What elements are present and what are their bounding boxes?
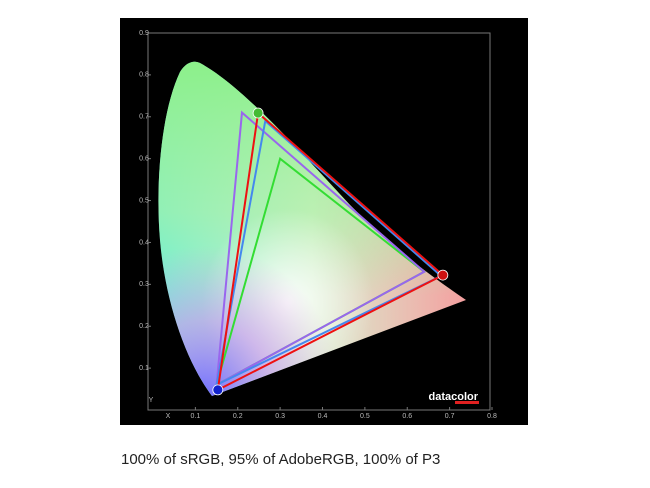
primary-marker <box>437 269 449 281</box>
spectral-locus <box>158 61 466 397</box>
x-tick-label: 0.3 <box>275 413 285 420</box>
y-tick-label: 0.9 <box>139 30 149 37</box>
x-axis-label: X <box>166 413 171 420</box>
primary-marker <box>252 107 264 119</box>
y-tick-label: 0.7 <box>139 114 149 121</box>
gamut-triangle <box>215 110 426 387</box>
y-tick-label: 0.5 <box>139 197 149 204</box>
primary-marker <box>212 384 224 396</box>
x-tick-label: 0.2 <box>233 413 243 420</box>
x-tick-label: 0.6 <box>402 413 412 420</box>
logo: datacolor <box>428 391 478 403</box>
x-tick-label: 0.8 <box>487 413 497 420</box>
y-tick-label: 0.1 <box>139 365 149 372</box>
x-tick-label: 0.5 <box>360 413 370 420</box>
caption: 100% of sRGB, 95% of AdobeRGB, 100% of P… <box>121 451 441 468</box>
x-tick-label: 0.7 <box>445 413 455 420</box>
y-tick-label: 0.2 <box>139 323 149 330</box>
logo-bar <box>455 401 479 404</box>
chart: X Y datacolor 0.1 0.2 0.3 0.4 0.5 0.6 0.7 0.8 0.… <box>120 18 528 425</box>
y-tick-label: 0.3 <box>139 281 149 288</box>
gamut-triangle <box>215 119 443 387</box>
gamut-triangle <box>216 111 445 392</box>
x-tick-label: 0.1 <box>191 413 201 420</box>
x-tick-label: 0.4 <box>318 413 328 420</box>
plot-frame <box>147 32 491 411</box>
y-tick-label: 0.6 <box>139 156 149 163</box>
y-axis-label: Y <box>149 397 154 404</box>
y-tick-label: 0.4 <box>139 239 149 246</box>
y-tick-label: 0.8 <box>139 72 149 79</box>
